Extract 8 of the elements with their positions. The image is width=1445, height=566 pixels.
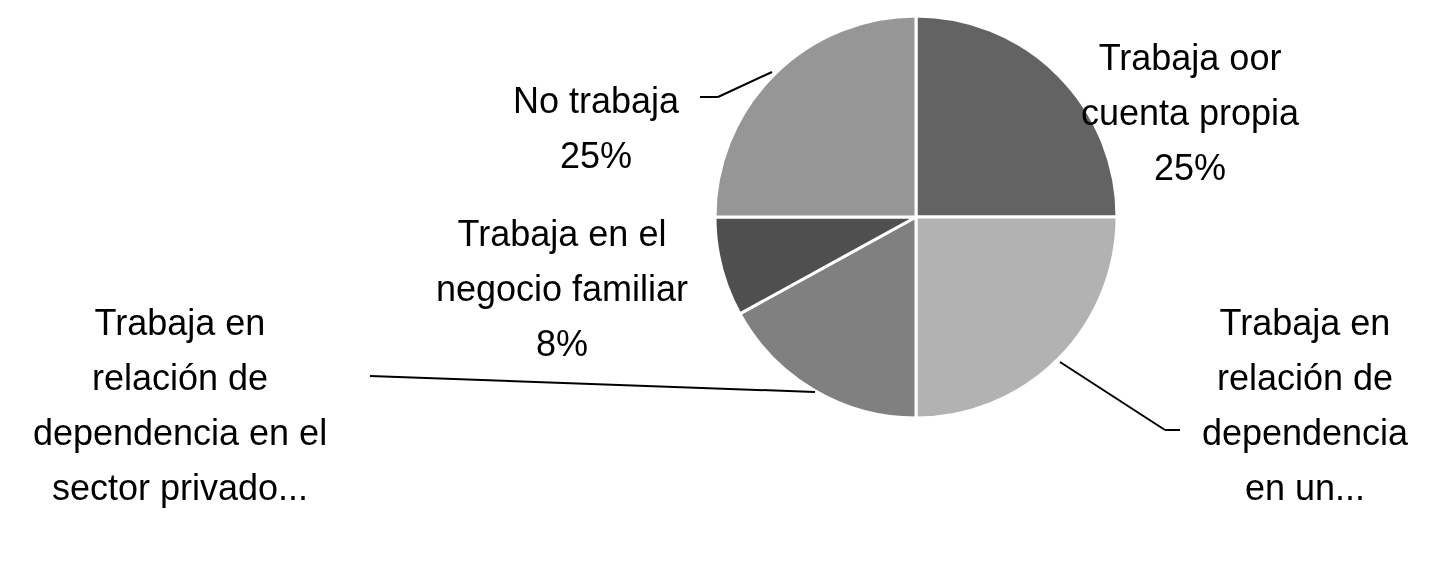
slice-label: Trabaja en relación de dependencia en el sector privado... xyxy=(32,302,328,508)
slice-label: Trabaja en relación de dependencia en un... xyxy=(1201,302,1410,508)
data-label: 25% xyxy=(559,135,633,176)
data-label: 8% xyxy=(535,323,589,364)
slice-label: Trabaja oor cuenta propia xyxy=(1080,37,1301,133)
slice-label: No trabaja xyxy=(512,80,681,121)
data-label: 25% xyxy=(1153,147,1227,188)
slice-label: Trabaja en el negocio familiar xyxy=(435,213,689,309)
